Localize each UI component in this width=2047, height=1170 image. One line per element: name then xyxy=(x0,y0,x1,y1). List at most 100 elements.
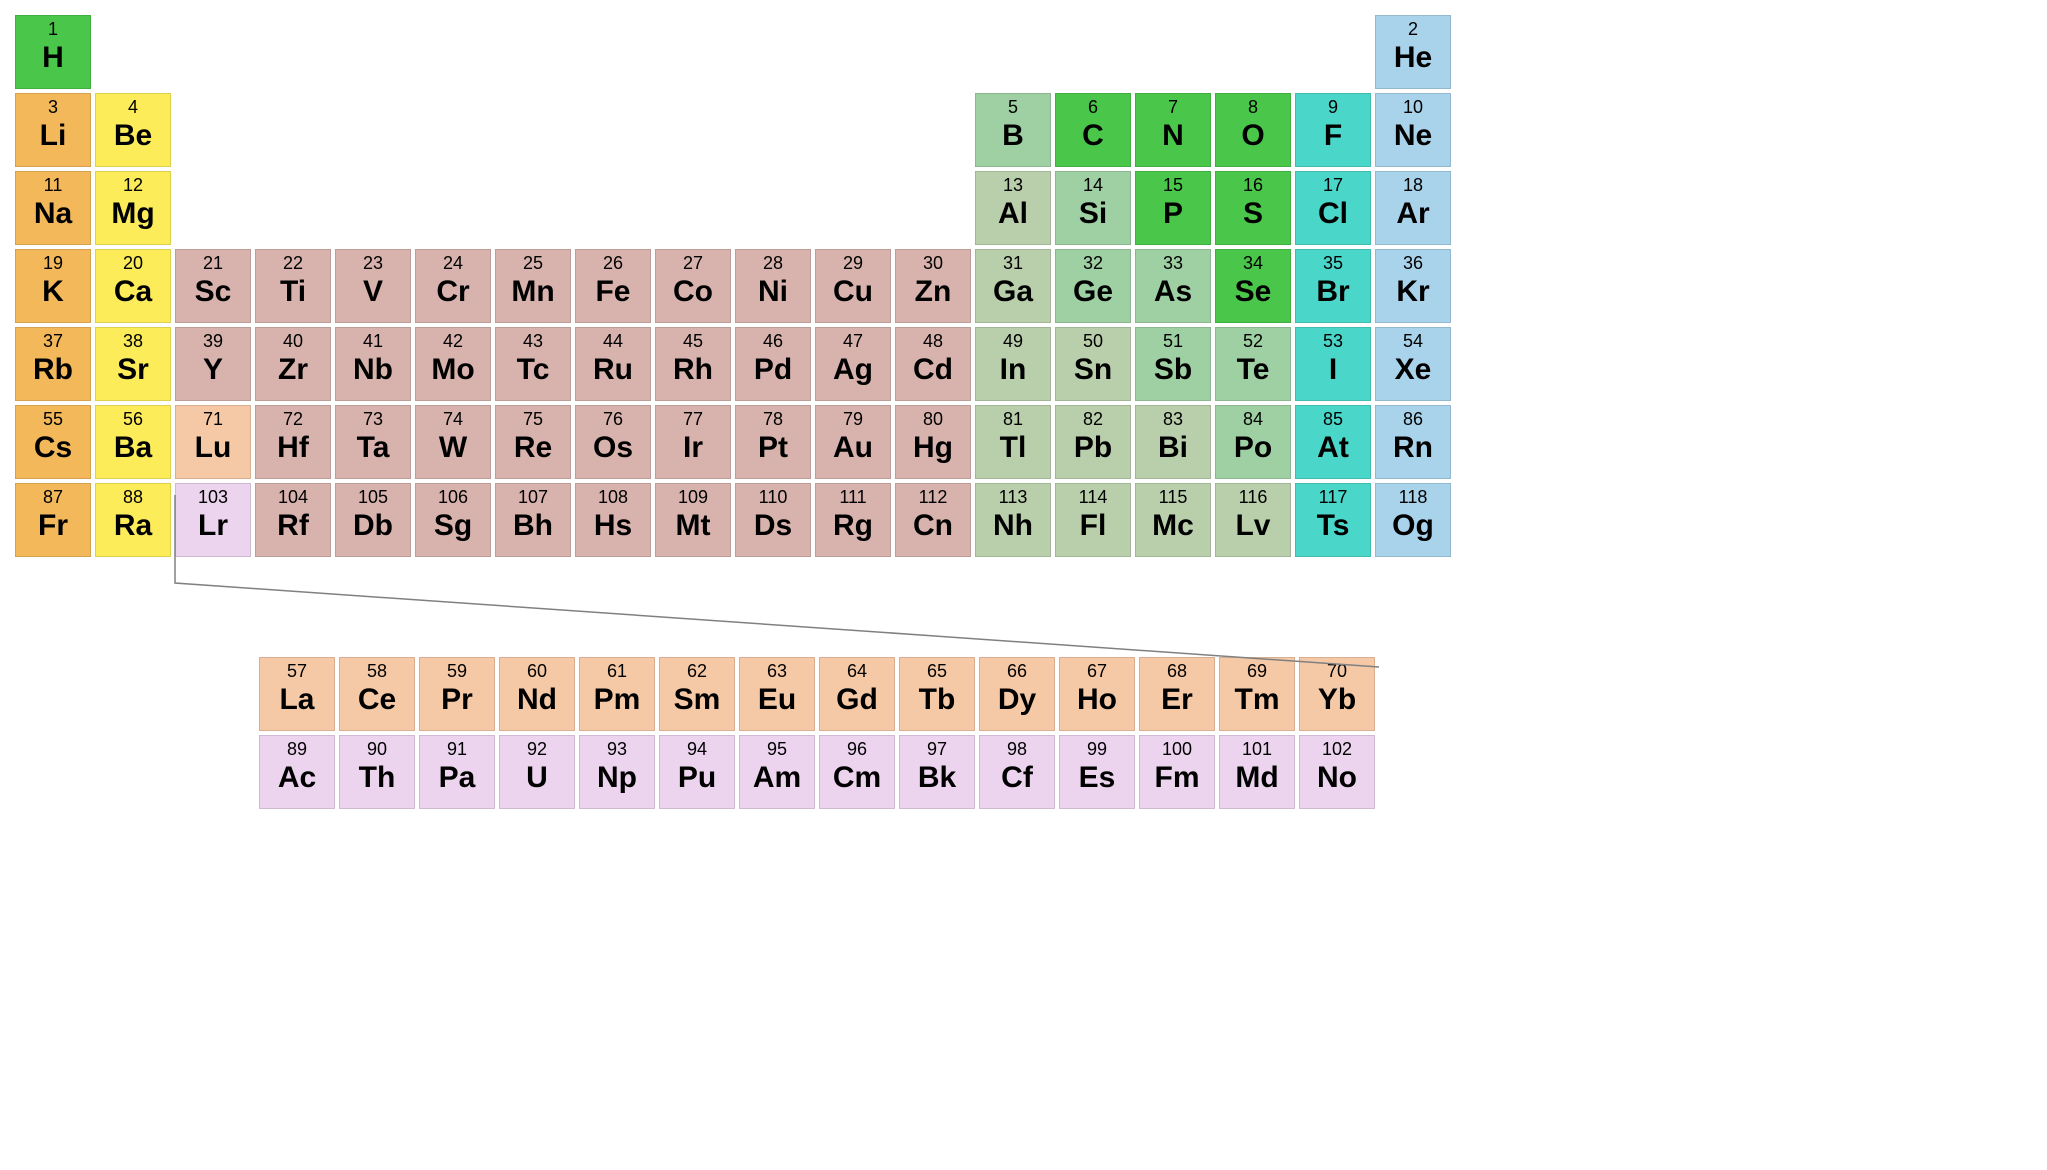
element-cell-db: 105Db xyxy=(335,483,411,557)
atomic-number: 2 xyxy=(1408,20,1418,40)
element-cell-zn: 30Zn xyxy=(895,249,971,323)
atomic-number: 33 xyxy=(1163,254,1183,274)
element-symbol: Te xyxy=(1237,352,1270,388)
element-cell-ds: 110Ds xyxy=(735,483,811,557)
atomic-number: 24 xyxy=(443,254,463,274)
element-symbol: Ga xyxy=(993,274,1033,310)
element-cell-co: 27Co xyxy=(655,249,731,323)
element-cell-y: 39Y xyxy=(175,327,251,401)
element-symbol: Ar xyxy=(1396,196,1429,232)
element-symbol: Mo xyxy=(431,352,474,388)
element-symbol: Pa xyxy=(439,760,476,796)
element-symbol: Cu xyxy=(833,274,873,310)
element-cell-pu: 94Pu xyxy=(659,735,735,809)
atomic-number: 30 xyxy=(923,254,943,274)
element-symbol: W xyxy=(439,430,467,466)
atomic-number: 78 xyxy=(763,410,783,430)
element-cell-na: 11Na xyxy=(15,171,91,245)
atomic-number: 73 xyxy=(363,410,383,430)
element-symbol: Cm xyxy=(833,760,881,796)
element-cell-p: 15P xyxy=(1135,171,1211,245)
element-symbol: Rh xyxy=(673,352,713,388)
atomic-number: 88 xyxy=(123,488,143,508)
element-symbol: Br xyxy=(1316,274,1349,310)
element-cell-mt: 109Mt xyxy=(655,483,731,557)
atomic-number: 7 xyxy=(1168,98,1178,118)
element-cell-dy: 66Dy xyxy=(979,657,1055,731)
element-cell-fl: 114Fl xyxy=(1055,483,1131,557)
element-cell-am: 95Am xyxy=(739,735,815,809)
atomic-number: 68 xyxy=(1167,662,1187,682)
atomic-number: 76 xyxy=(603,410,623,430)
element-symbol: La xyxy=(279,682,314,718)
atomic-number: 95 xyxy=(767,740,787,760)
element-cell-np: 93Np xyxy=(579,735,655,809)
atomic-number: 90 xyxy=(367,740,387,760)
element-cell-ni: 28Ni xyxy=(735,249,811,323)
atomic-number: 45 xyxy=(683,332,703,352)
element-symbol: Hf xyxy=(277,430,309,466)
main-grid: 1H2He3Li4Be5B6C7N8O9F10Ne11Na12Mg13Al14S… xyxy=(15,15,2032,557)
element-symbol: Cf xyxy=(1001,760,1033,796)
element-symbol: Ru xyxy=(593,352,633,388)
element-symbol: Co xyxy=(673,274,713,310)
element-cell-pb: 82Pb xyxy=(1055,405,1131,479)
element-cell-sr: 38Sr xyxy=(95,327,171,401)
atomic-number: 40 xyxy=(283,332,303,352)
element-symbol: Fr xyxy=(38,508,68,544)
element-cell-ho: 67Ho xyxy=(1059,657,1135,731)
element-cell-rg: 111Rg xyxy=(815,483,891,557)
atomic-number: 14 xyxy=(1083,176,1103,196)
element-symbol: Sm xyxy=(674,682,721,718)
element-symbol: Np xyxy=(597,760,637,796)
element-cell-cd: 48Cd xyxy=(895,327,971,401)
atomic-number: 46 xyxy=(763,332,783,352)
atomic-number: 52 xyxy=(1243,332,1263,352)
atomic-number: 101 xyxy=(1242,740,1272,760)
element-symbol: Fl xyxy=(1080,508,1107,544)
element-cell-bk: 97Bk xyxy=(899,735,975,809)
atomic-number: 118 xyxy=(1399,488,1428,508)
element-cell-ne: 10Ne xyxy=(1375,93,1451,167)
atomic-number: 89 xyxy=(287,740,307,760)
element-symbol: Sc xyxy=(195,274,232,310)
element-cell-pt: 78Pt xyxy=(735,405,811,479)
element-cell-po: 84Po xyxy=(1215,405,1291,479)
atomic-number: 74 xyxy=(443,410,463,430)
element-cell-h: 1H xyxy=(15,15,91,89)
element-symbol: Po xyxy=(1234,430,1272,466)
element-symbol: Dy xyxy=(998,682,1036,718)
element-symbol: B xyxy=(1002,118,1024,154)
atomic-number: 32 xyxy=(1083,254,1103,274)
element-symbol: O xyxy=(1241,118,1264,154)
element-cell-cu: 29Cu xyxy=(815,249,891,323)
element-symbol: Zr xyxy=(278,352,308,388)
atomic-number: 8 xyxy=(1248,98,1258,118)
element-symbol: Er xyxy=(1161,682,1193,718)
atomic-number: 81 xyxy=(1003,410,1023,430)
element-cell-mg: 12Mg xyxy=(95,171,171,245)
atomic-number: 47 xyxy=(843,332,863,352)
atomic-number: 91 xyxy=(447,740,467,760)
atomic-number: 48 xyxy=(923,332,943,352)
atomic-number: 15 xyxy=(1163,176,1183,196)
atomic-number: 97 xyxy=(927,740,947,760)
element-symbol: Nb xyxy=(353,352,393,388)
element-symbol: Nd xyxy=(517,682,557,718)
atomic-number: 117 xyxy=(1319,488,1348,508)
atomic-number: 107 xyxy=(518,488,548,508)
element-symbol: Ds xyxy=(754,508,792,544)
element-symbol: Gd xyxy=(836,682,878,718)
atomic-number: 28 xyxy=(763,254,783,274)
atomic-number: 93 xyxy=(607,740,627,760)
atomic-number: 83 xyxy=(1163,410,1183,430)
atomic-number: 11 xyxy=(44,176,63,196)
atomic-number: 10 xyxy=(1403,98,1423,118)
atomic-number: 41 xyxy=(363,332,383,352)
element-cell-u: 92U xyxy=(499,735,575,809)
element-cell-be: 4Be xyxy=(95,93,171,167)
element-symbol: Al xyxy=(998,196,1028,232)
atomic-number: 53 xyxy=(1323,332,1343,352)
element-symbol: Mg xyxy=(111,196,154,232)
atomic-number: 62 xyxy=(687,662,707,682)
